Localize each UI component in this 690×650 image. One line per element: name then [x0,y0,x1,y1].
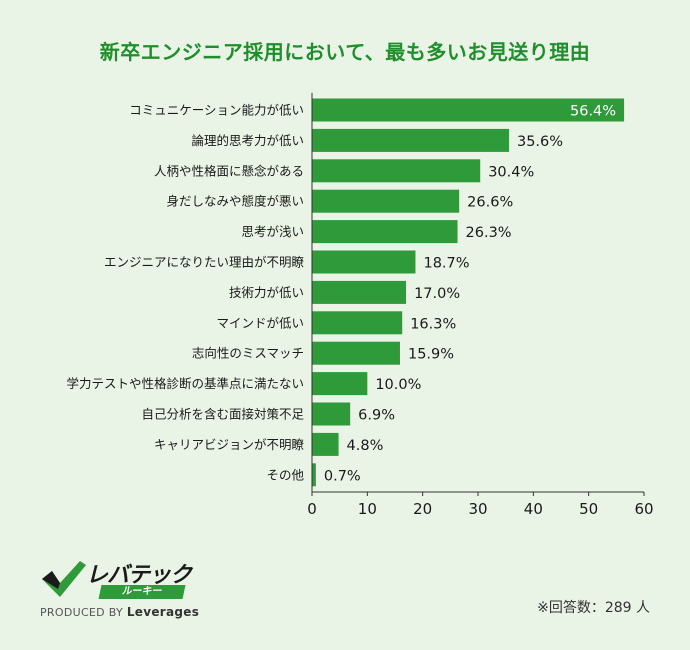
checkmark-icon [42,561,86,597]
category-label: その他 [266,467,304,482]
value-label: 6.9% [358,408,395,424]
chart-title: 新卒エンジニア採用において、最も多いお見送り理由 [99,40,591,64]
category-label: 論理的思考力が低い [191,133,304,148]
bar [312,159,481,183]
brand-name: レバテック [86,563,192,588]
response-count-note: ※回答数：289 人 [537,600,650,616]
value-label: 26.3% [466,225,512,241]
bar [312,463,316,487]
value-label: 15.9% [408,347,454,363]
value-label: 26.6% [467,195,513,211]
bar [312,311,403,335]
bar [312,189,460,213]
category-label: コミュニケーション能力が低い [129,103,304,118]
category-label: 身だしなみや態度が悪い [166,194,304,209]
value-label: 35.6% [517,134,563,150]
value-label: 4.8% [347,438,384,454]
brand-tag-company: Leverages [126,605,200,619]
brand-logo: レバテック ルーキー PRODUCED BY Leverages [40,555,220,625]
category-label: 志向性のミスマッチ [192,346,304,361]
category-label: キャリアビジョンが不明瞭 [154,437,305,452]
x-tick-label: 10 [358,500,377,518]
category-label: 学力テストや性格診断の基準点に満たない [66,376,304,391]
x-tick-label: 0 [307,500,317,518]
brand-tagline: PRODUCED BY Leverages [40,605,199,619]
brand-tag-prefix: PRODUCED BY [40,606,124,619]
value-label: 16.3% [410,316,456,332]
bar-chart: コミュニケーション能力が低い 56.4% 論理的思考力が低い 35.6% 人柄や性格面に… [66,92,654,518]
category-label: 技術力が低い [229,285,304,300]
value-label: 56.4% [570,104,616,120]
bar [312,98,625,122]
x-tick-label: 40 [524,500,543,518]
x-tick-label: 20 [413,500,432,518]
x-tick-label: 30 [468,500,487,518]
bar [312,341,400,365]
x-tick-label: 50 [579,500,598,518]
bar [312,402,351,426]
category-label: 人柄や性格面に懸念がある [154,163,304,178]
value-label: 10.0% [375,377,421,393]
bar [312,432,339,456]
category-label: 自己分析を含む面接対策不足 [141,407,304,422]
category-label: マインドが低い [216,315,304,330]
bar [312,250,416,274]
brand-subtitle: ルーキー [98,585,186,599]
bar [312,372,368,396]
value-label: 0.7% [324,468,361,484]
category-label: 思考が浅い [241,224,304,239]
bar [312,280,407,304]
bar [312,128,509,152]
bar [312,220,458,244]
value-label: 17.0% [414,286,460,302]
value-label: 18.7% [423,256,469,272]
x-tick-label: 60 [634,500,653,518]
value-label: 30.4% [488,164,534,180]
category-label: エンジニアになりたい理由が不明瞭 [104,255,305,270]
